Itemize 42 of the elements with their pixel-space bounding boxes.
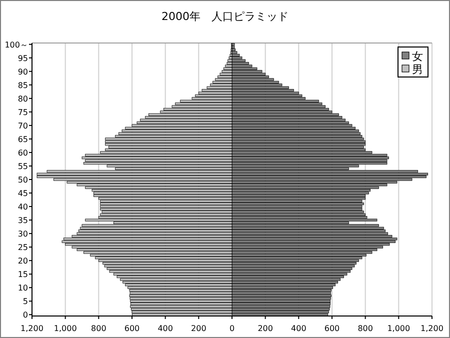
y-tick-label: 40	[18, 202, 28, 212]
y-tick-label: 100～	[4, 40, 28, 50]
y-tick-label: 35	[18, 216, 28, 226]
y-tick-label: 30	[18, 230, 28, 239]
y-tick-label: 75	[18, 108, 28, 117]
x-tick-label: 0	[229, 324, 235, 333]
y-tick-label: 10	[18, 284, 28, 293]
y-tick-label: 85	[18, 80, 28, 90]
x-tick-label: 600	[324, 324, 340, 333]
bar	[232, 51, 238, 54]
x-tick-label: 200	[258, 324, 273, 333]
x-tick-label: 400	[291, 324, 306, 333]
y-tick-label: 70	[18, 121, 28, 130]
x-tick-label: 1,000	[387, 324, 410, 333]
y-tick-label: 0	[22, 310, 28, 320]
y-tick-label: 95	[18, 54, 28, 63]
x-tick-label: 600	[124, 324, 140, 333]
y-tick-label: 80	[18, 94, 28, 104]
y-tick-label: 25	[18, 243, 28, 252]
y-tick-label: 45	[18, 189, 28, 198]
y-tick-label: 20	[18, 256, 28, 266]
y-tick-label: 60	[18, 148, 28, 158]
bar	[232, 56, 242, 60]
y-tick-label: 90	[18, 67, 28, 76]
x-tick-label: 1,200	[420, 324, 444, 333]
x-tick-label: 1,200	[20, 324, 44, 333]
legend-label: 女	[412, 50, 423, 63]
legend-label: 男	[412, 63, 423, 76]
y-tick-label: 50	[18, 176, 28, 184]
x-tick-label: 400	[158, 324, 173, 333]
bar	[232, 59, 246, 62]
x-tick-label: 800	[358, 324, 373, 333]
bar	[232, 46, 235, 48]
x-tick-label: 1,000	[54, 324, 77, 333]
bar	[232, 54, 240, 56]
y-tick-label: 15	[18, 270, 28, 280]
y-tick-label: 65	[18, 134, 28, 144]
x-tick-label: 200	[191, 324, 206, 333]
y-tick-label: 5	[22, 297, 28, 306]
y-tick-label: 55	[18, 162, 28, 171]
x-tick-label: 800	[91, 324, 106, 333]
chart-title: 2000年 人口ピラミッド	[162, 10, 288, 23]
